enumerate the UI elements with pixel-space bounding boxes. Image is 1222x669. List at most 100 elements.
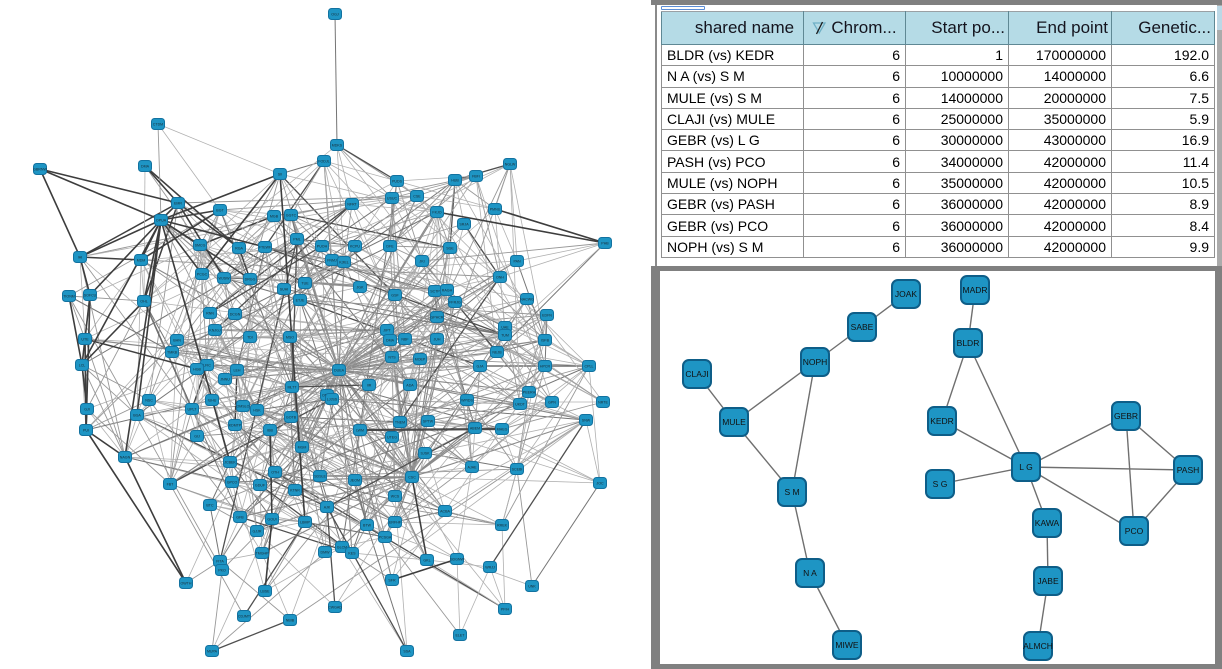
svg-text:PML: PML bbox=[293, 237, 300, 241]
svg-text:DUEA: DUEA bbox=[334, 368, 345, 372]
svg-text:L G: L G bbox=[1019, 462, 1032, 472]
svg-text:UTEG: UTEG bbox=[387, 435, 397, 439]
svg-text:NBF: NBF bbox=[401, 337, 409, 341]
svg-text:EDFN: EDFN bbox=[542, 313, 552, 317]
svg-text:IUHU: IUHU bbox=[208, 398, 217, 402]
svg-text:PUDS: PUDS bbox=[392, 179, 403, 183]
svg-text:ADA: ADA bbox=[406, 383, 414, 387]
svg-text:EMR: EMR bbox=[174, 201, 182, 205]
svg-text:SOFCU: SOFCU bbox=[84, 293, 97, 297]
svg-text:ABEM: ABEM bbox=[470, 426, 480, 430]
svg-text:DRGG: DRGG bbox=[245, 277, 256, 281]
svg-text:MLTT: MLTT bbox=[287, 385, 297, 389]
svg-text:JOC: JOC bbox=[596, 481, 604, 485]
svg-text:SMCG: SMCG bbox=[195, 243, 206, 247]
svg-text:JNNU: JNNU bbox=[220, 377, 230, 381]
svg-text:LEH: LEH bbox=[234, 368, 241, 372]
svg-text:KAWA: KAWA bbox=[1035, 518, 1060, 528]
svg-text:MDKS: MDKS bbox=[332, 143, 343, 147]
svg-text:UKDT: UKDT bbox=[515, 402, 526, 406]
svg-text:GPN: GPN bbox=[548, 400, 556, 404]
svg-text:WPIDS: WPIDS bbox=[461, 398, 473, 402]
svg-text:CSE: CSE bbox=[413, 194, 421, 198]
svg-text:MIWE: MIWE bbox=[835, 640, 858, 650]
svg-text:GJA: GJA bbox=[477, 364, 485, 368]
svg-text:DMA: DMA bbox=[141, 164, 150, 168]
svg-text:S G: S G bbox=[933, 479, 948, 489]
svg-text:GJI: GJI bbox=[84, 407, 90, 411]
svg-text:TDI: TDI bbox=[247, 335, 253, 339]
svg-text:WJSW: WJSW bbox=[219, 276, 231, 280]
svg-text:DMW: DMW bbox=[321, 550, 331, 554]
svg-text:GIJ: GIJ bbox=[194, 434, 200, 438]
svg-text:UTE: UTE bbox=[81, 337, 89, 341]
svg-text:FFRJG: FFRJG bbox=[449, 300, 461, 304]
svg-text:USUC: USUC bbox=[387, 196, 398, 200]
svg-text:DMA: DMA bbox=[386, 338, 395, 342]
svg-text:UAE: UAE bbox=[501, 325, 509, 329]
svg-text:KEDR: KEDR bbox=[930, 416, 954, 426]
svg-text:CSC: CSC bbox=[408, 475, 416, 479]
svg-text:SDSLE: SDSLE bbox=[314, 474, 326, 478]
svg-text:KJIEL: KJIEL bbox=[339, 260, 349, 264]
svg-text:JUH: JUH bbox=[434, 337, 441, 341]
svg-text:JKI: JKI bbox=[419, 259, 424, 263]
svg-text:RGA: RGA bbox=[235, 246, 243, 250]
svg-text:HPCR: HPCR bbox=[540, 364, 551, 368]
svg-text:IIR: IIR bbox=[367, 383, 372, 387]
svg-text:NAGN: NAGN bbox=[120, 455, 131, 459]
svg-text:MADR: MADR bbox=[962, 285, 987, 295]
svg-text:LJJSS: LJJSS bbox=[327, 397, 338, 401]
svg-text:TIONM: TIONM bbox=[63, 294, 75, 298]
svg-text:BTC: BTC bbox=[206, 503, 214, 507]
svg-text:BHN: BHN bbox=[173, 338, 181, 342]
svg-text:MULE: MULE bbox=[722, 417, 746, 427]
svg-text:SRJA: SRJA bbox=[459, 222, 469, 226]
svg-text:CLAJI: CLAJI bbox=[685, 369, 708, 379]
svg-text:GKL: GKL bbox=[423, 558, 430, 562]
svg-text:PCGC: PCGC bbox=[197, 272, 208, 276]
svg-text:SCEBI: SCEBI bbox=[512, 467, 523, 471]
svg-text:LWM: LWM bbox=[356, 428, 364, 432]
svg-text:GGTC: GGTC bbox=[286, 213, 297, 217]
svg-text:HGB: HGB bbox=[193, 367, 201, 371]
svg-text:PMNU: PMNU bbox=[490, 207, 501, 211]
svg-text:GBRNW: GBRNW bbox=[33, 167, 47, 171]
svg-text:BLDR: BLDR bbox=[957, 338, 980, 348]
svg-text:OPUA: OPUA bbox=[156, 218, 167, 222]
svg-text:NGLW: NGLW bbox=[505, 162, 516, 166]
svg-text:LBMP: LBMP bbox=[300, 520, 310, 524]
svg-text:KES: KES bbox=[348, 551, 356, 555]
svg-text:ONH: ONH bbox=[496, 275, 504, 279]
svg-text:NRTE: NRTE bbox=[598, 400, 608, 404]
svg-text:ISFB: ISFB bbox=[541, 338, 550, 342]
svg-text:CTDM: CTDM bbox=[153, 122, 163, 126]
svg-text:PUI: PUI bbox=[83, 428, 89, 432]
svg-text:FBFI: FBFI bbox=[472, 174, 480, 178]
svg-text:MUPA: MUPA bbox=[207, 649, 218, 653]
svg-text:KCPU: KCPU bbox=[350, 244, 360, 248]
svg-text:GSF: GSF bbox=[391, 293, 399, 297]
svg-text:SJSK: SJSK bbox=[421, 451, 431, 455]
svg-text:JGK: JGK bbox=[357, 285, 365, 289]
svg-text:SFR: SFR bbox=[388, 578, 396, 582]
svg-text:HUB: HUB bbox=[451, 178, 459, 182]
svg-text:S M: S M bbox=[784, 487, 799, 497]
svg-text:HSK: HSK bbox=[253, 408, 261, 412]
svg-text:CWGAD: CWGAD bbox=[328, 605, 342, 609]
svg-text:JCBEK: JCBEK bbox=[224, 460, 236, 464]
svg-text:PHB: PHB bbox=[601, 241, 609, 245]
svg-text:DCGN: DCGN bbox=[230, 312, 241, 316]
svg-text:KNJGJ: KNJGJ bbox=[209, 328, 221, 332]
svg-text:OGJ: OGJ bbox=[331, 12, 339, 16]
svg-text:SCTP: SCTP bbox=[430, 289, 440, 293]
svg-text:JABE: JABE bbox=[1037, 576, 1059, 586]
svg-text:MDM: MDM bbox=[137, 258, 146, 262]
svg-text:JOAK: JOAK bbox=[895, 289, 918, 299]
svg-text:FNMJ: FNMJ bbox=[327, 258, 337, 262]
svg-text:SNW: SNW bbox=[582, 418, 591, 422]
svg-text:GPHCR: GPHCR bbox=[431, 315, 444, 319]
svg-text:ETJE: ETJE bbox=[296, 298, 305, 302]
svg-text:TNEM: TNEM bbox=[395, 420, 405, 424]
svg-text:TUE: TUE bbox=[301, 281, 309, 285]
